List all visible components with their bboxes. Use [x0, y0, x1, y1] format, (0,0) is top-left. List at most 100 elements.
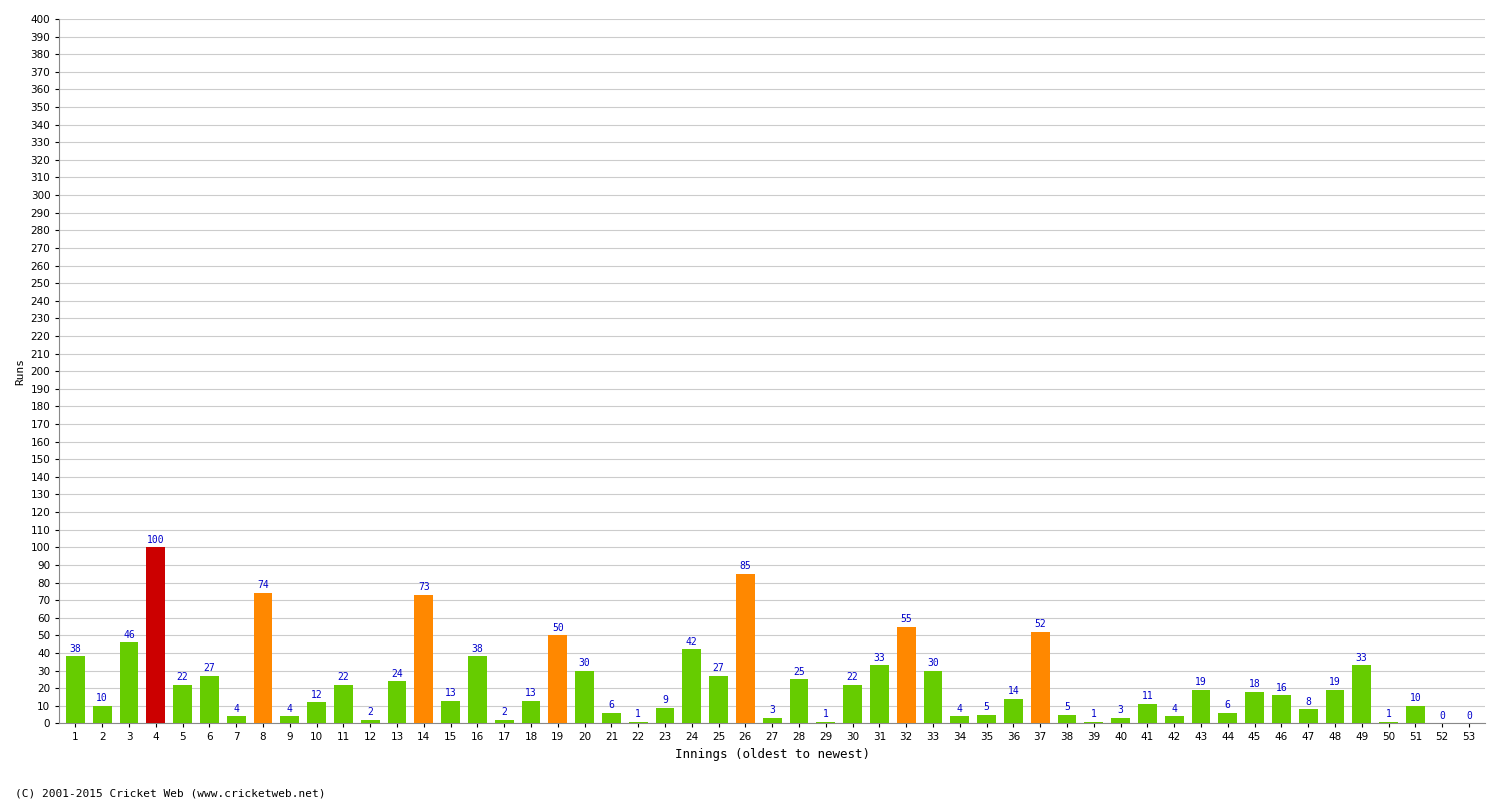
Text: 10: 10 — [1410, 693, 1420, 703]
Bar — [495, 720, 513, 723]
Text: 10: 10 — [96, 693, 108, 703]
Text: 1: 1 — [1386, 709, 1392, 719]
Text: 11: 11 — [1142, 691, 1154, 702]
Text: 0: 0 — [1438, 710, 1444, 721]
Bar — [1218, 713, 1237, 723]
Text: 73: 73 — [419, 582, 429, 592]
Text: 2: 2 — [368, 707, 374, 718]
Text: 12: 12 — [310, 690, 322, 700]
Text: 0: 0 — [1466, 710, 1472, 721]
Text: 38: 38 — [69, 644, 81, 654]
Bar — [1406, 706, 1425, 723]
Text: 46: 46 — [123, 630, 135, 640]
Bar — [1191, 690, 1210, 723]
Text: 22: 22 — [338, 672, 350, 682]
Text: 27: 27 — [712, 663, 724, 674]
Bar — [387, 681, 406, 723]
Text: 30: 30 — [579, 658, 591, 668]
Text: 19: 19 — [1196, 678, 1208, 687]
Bar — [414, 595, 434, 723]
Bar — [254, 593, 273, 723]
Bar — [172, 685, 192, 723]
Text: 2: 2 — [501, 707, 507, 718]
Bar — [226, 716, 246, 723]
Text: 24: 24 — [392, 669, 404, 678]
Text: 52: 52 — [1035, 619, 1046, 630]
Bar — [924, 670, 942, 723]
Bar — [522, 701, 540, 723]
Text: 18: 18 — [1248, 679, 1260, 689]
Text: 22: 22 — [846, 672, 858, 682]
Text: 4: 4 — [234, 704, 238, 714]
Text: 27: 27 — [204, 663, 216, 674]
Text: 14: 14 — [1008, 686, 1019, 696]
Text: 25: 25 — [794, 666, 806, 677]
Text: 3: 3 — [770, 706, 776, 715]
Bar — [789, 679, 808, 723]
Text: 1: 1 — [824, 709, 828, 719]
Bar — [308, 702, 326, 723]
Bar — [1299, 710, 1317, 723]
Bar — [1030, 632, 1050, 723]
Bar — [362, 720, 380, 723]
Text: 6: 6 — [1226, 700, 1230, 710]
Text: 55: 55 — [900, 614, 912, 624]
Text: 50: 50 — [552, 622, 564, 633]
Text: 30: 30 — [927, 658, 939, 668]
Bar — [870, 666, 888, 723]
Bar — [1004, 698, 1023, 723]
Text: (C) 2001-2015 Cricket Web (www.cricketweb.net): (C) 2001-2015 Cricket Web (www.cricketwe… — [15, 788, 326, 798]
Text: 4: 4 — [1172, 704, 1178, 714]
Text: 85: 85 — [740, 561, 752, 571]
Text: 1: 1 — [1090, 709, 1096, 719]
Text: 74: 74 — [256, 581, 268, 590]
Bar — [334, 685, 352, 723]
Bar — [120, 642, 138, 723]
Bar — [1112, 718, 1130, 723]
Text: 13: 13 — [444, 688, 456, 698]
Bar — [656, 707, 675, 723]
Bar — [951, 716, 969, 723]
Text: 4: 4 — [957, 704, 963, 714]
Bar — [764, 718, 782, 723]
Bar — [468, 657, 488, 723]
Bar — [280, 716, 298, 723]
Bar — [1272, 695, 1290, 723]
Bar — [200, 676, 219, 723]
Text: 33: 33 — [873, 653, 885, 662]
Bar — [66, 657, 86, 723]
Bar — [843, 685, 862, 723]
Bar — [1166, 716, 1184, 723]
Text: 9: 9 — [662, 695, 668, 705]
Text: 5: 5 — [1064, 702, 1070, 712]
Bar — [147, 547, 165, 723]
Text: 1: 1 — [634, 709, 640, 719]
Bar — [976, 714, 996, 723]
Bar — [897, 626, 915, 723]
Y-axis label: Runs: Runs — [15, 358, 26, 385]
Bar — [1084, 722, 1102, 723]
Bar — [736, 574, 754, 723]
Text: 16: 16 — [1275, 682, 1287, 693]
Text: 38: 38 — [471, 644, 483, 654]
Text: 33: 33 — [1356, 653, 1368, 662]
Text: 4: 4 — [286, 704, 292, 714]
Text: 19: 19 — [1329, 678, 1341, 687]
Text: 22: 22 — [177, 672, 189, 682]
Text: 5: 5 — [984, 702, 990, 712]
Bar — [549, 635, 567, 723]
Text: 100: 100 — [147, 534, 165, 545]
Bar — [1058, 714, 1077, 723]
Bar — [1138, 704, 1156, 723]
Bar — [441, 701, 460, 723]
Text: 8: 8 — [1305, 697, 1311, 706]
Text: 42: 42 — [686, 637, 698, 647]
Bar — [710, 676, 728, 723]
Bar — [1245, 692, 1264, 723]
Text: 13: 13 — [525, 688, 537, 698]
Bar — [682, 650, 700, 723]
Bar — [1378, 722, 1398, 723]
Bar — [1326, 690, 1344, 723]
Bar — [93, 706, 111, 723]
Bar — [628, 722, 648, 723]
